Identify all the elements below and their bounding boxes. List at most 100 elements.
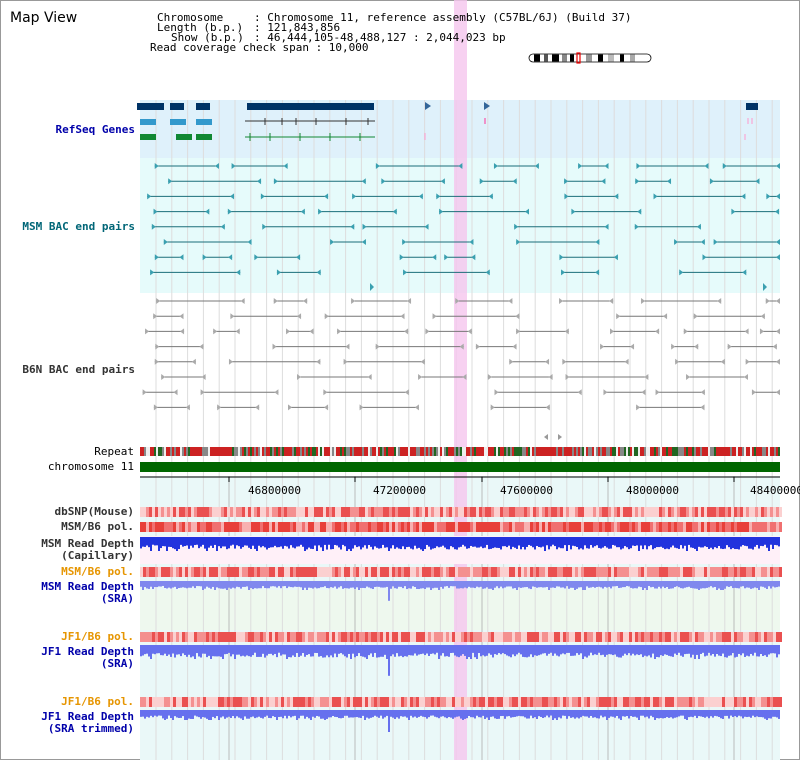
repeat-cell [532,447,534,456]
repeat-cell [414,447,416,456]
depth-bar [306,537,308,550]
depth-bar [454,537,456,550]
heat-cell [308,632,311,642]
bac-end-marker [694,343,699,350]
track-label-b6n-bac[interactable]: B6N BAC end pairs [22,363,135,376]
bac-end-marker [359,404,364,411]
heat-cell [146,522,149,532]
heat-cell [536,567,539,577]
heat-cell [194,522,197,532]
repeat-cell [350,447,352,456]
heat-cell [314,567,317,577]
heat-cell [635,697,638,707]
track-label-chromosome[interactable]: chromosome 11 [47,460,134,473]
heat-cell [620,567,623,577]
heat-cell [644,697,647,707]
heat-cell [722,522,725,532]
depth-bar [658,710,660,719]
repeat-cell [364,447,366,456]
track-label-jf1-depth-sra[interactable]: JF1 Read Depth [41,645,134,658]
depth-bar [382,645,384,657]
heat-cell [323,697,326,707]
depth-bar [248,537,250,548]
heat-cell [350,697,353,707]
repeat-cell [444,447,446,456]
depth-bar [318,710,320,717]
heat-cell [452,697,455,707]
repeat-cell [224,447,226,456]
heat-cell [368,522,371,532]
track-label-msm-b6-pol-2[interactable]: MSM/B6 pol. [61,565,134,578]
heat-cell [356,697,359,707]
depth-bar [516,537,518,549]
heat-cell [731,697,734,707]
track-label-msm-depth-cap[interactable]: MSM Read Depth [41,537,134,550]
chromosome-ideogram[interactable] [528,52,652,64]
heat-cell [299,632,302,642]
heat-cell [665,507,668,517]
depth-bar [604,581,606,587]
depth-bar [750,581,752,589]
depth-bar [742,581,744,587]
track-label-repeat[interactable]: Repeat [94,445,134,458]
depth-bar [578,710,580,719]
depth-bar [220,537,222,549]
depth-bar [658,645,660,658]
heat-cell [662,507,665,517]
depth-bar [476,645,478,659]
repeat-cell [558,447,560,456]
depth-bar [208,645,210,656]
repeat-cell [446,447,448,456]
heat-cell [611,567,614,577]
heat-cell [410,507,413,517]
depth-bar [282,581,284,587]
heat-cell [326,567,329,577]
heat-cell [539,507,542,517]
heat-cell [521,567,524,577]
bac-end-marker [559,298,564,304]
bac-end-marker [179,313,184,320]
track-label-msm-bac[interactable]: MSM BAC end pairs [22,220,135,233]
track-label-jf1-depth-trim[interactable]: JF1 Read Depth [41,710,134,723]
depth-bar [490,710,492,717]
bac-end-marker [760,313,765,320]
depth-bar [618,537,620,548]
heat-cell [344,632,347,642]
heat-cell [563,697,566,707]
bac-end-marker [213,328,218,335]
track-label-msm-depth-sra[interactable]: MSM Read Depth [41,580,134,593]
heat-cell [473,632,476,642]
track-label-msm-b6-pol[interactable]: MSM/B6 pol. [61,520,134,533]
track-label-refseq[interactable]: RefSeq Genes [55,123,135,136]
depth-bar [272,581,274,587]
track-label-dbsnp[interactable]: dbSNP(Mouse) [54,505,134,518]
depth-bar [562,710,564,716]
depth-bar [150,645,152,659]
track-label-jf1-b6-pol-2[interactable]: JF1/B6 pol. [61,695,134,708]
depth-bar [658,537,660,548]
heat-cell [584,697,587,707]
repeat-cell [318,447,320,456]
depth-bar [350,710,352,718]
depth-bar [302,581,304,590]
depth-bar [460,537,462,547]
heat-cell [443,567,446,577]
depth-bar [400,645,402,656]
heat-cell [542,697,545,707]
depth-bar [418,581,420,590]
heat-cell [317,567,320,577]
bac-end-marker [686,374,691,380]
bac-end-marker [595,269,600,276]
depth-bar [634,537,636,547]
depth-bar [312,645,314,657]
heat-cell [314,507,317,517]
track-label-jf1-b6-pol[interactable]: JF1/B6 pol. [61,630,134,643]
depth-bar [408,710,410,720]
repeat-cell [590,447,592,456]
depth-bar [700,537,702,548]
depth-bar [188,710,190,719]
depth-bar [402,645,404,658]
bac-end-marker [516,239,521,245]
depth-bar [488,581,490,589]
